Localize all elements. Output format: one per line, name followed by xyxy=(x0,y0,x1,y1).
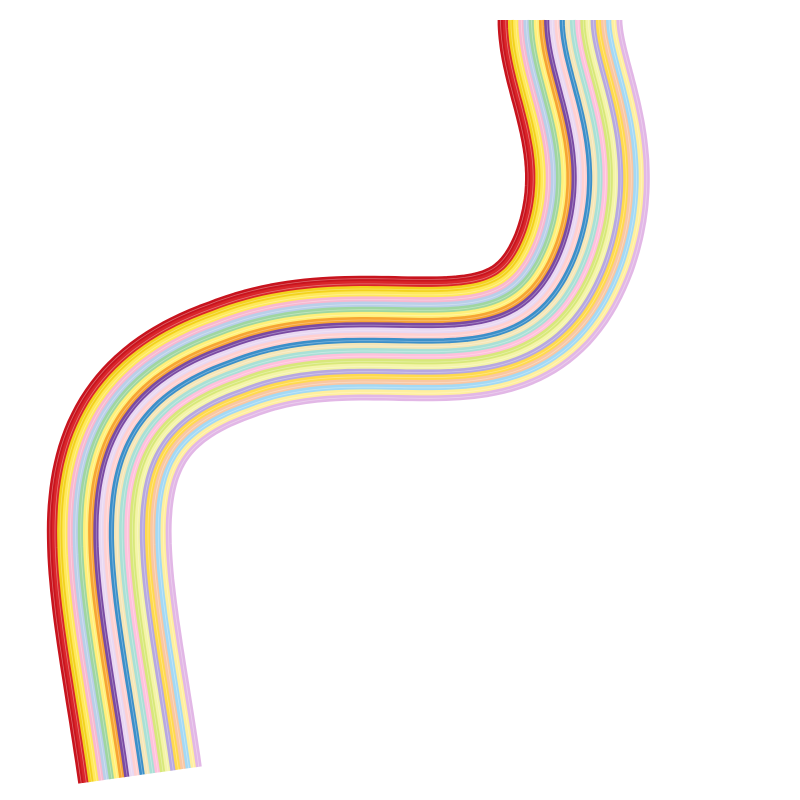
paper-strip xyxy=(119,19,604,774)
paper-strip-edge xyxy=(95,20,575,777)
paper-strip xyxy=(108,19,593,776)
paper-strip-edge xyxy=(126,20,606,773)
paper-strip xyxy=(62,20,547,782)
paper-strip-edge xyxy=(116,20,596,774)
strip-group xyxy=(46,18,650,784)
paper-strip-edge xyxy=(147,20,627,770)
paper-strip xyxy=(165,18,650,768)
paper-strip xyxy=(88,19,573,778)
paper-strip-edge xyxy=(85,20,565,779)
paper-strip-edge xyxy=(152,20,632,769)
paper-strip xyxy=(160,18,645,768)
paper-strip-edge xyxy=(59,19,539,782)
paper-strip xyxy=(83,20,568,779)
paper-strip xyxy=(134,19,619,772)
paper-strip xyxy=(114,19,599,775)
paper-strip xyxy=(77,20,562,780)
paper-strip-edge xyxy=(64,20,544,782)
paper-strip-edge xyxy=(142,20,622,771)
paper-strip-edge xyxy=(54,20,534,783)
paper-strip xyxy=(57,19,542,783)
paper-strip-edge xyxy=(106,19,586,776)
paper-strip-edge xyxy=(111,20,591,775)
paper-strip-edge xyxy=(137,20,617,772)
paper-strip-edge xyxy=(157,20,637,769)
paper-strip-edge xyxy=(121,19,601,774)
paper-strip xyxy=(129,19,614,773)
paper-strip-edge xyxy=(101,20,581,777)
paper-strip xyxy=(52,20,537,783)
paper-strip-edge xyxy=(163,20,643,768)
paper-strip xyxy=(72,19,557,781)
paper-strip-edge xyxy=(80,20,560,779)
paper-strip xyxy=(139,19,624,771)
paper-strip xyxy=(145,19,630,771)
paper-strip xyxy=(98,20,583,777)
paper-strip xyxy=(67,20,552,781)
paper-strip-edge xyxy=(90,19,570,778)
paper-strip xyxy=(103,19,588,776)
paper-strip xyxy=(150,18,635,770)
paper-strip-edge xyxy=(132,20,612,772)
paper-strip xyxy=(155,18,640,769)
paper-strip-edge xyxy=(49,20,529,784)
paper-strip xyxy=(93,20,578,778)
paper-strip xyxy=(46,20,531,784)
paper-strip-edge xyxy=(70,20,550,781)
paper-strip xyxy=(124,19,609,773)
paper-strip-edge xyxy=(75,19,555,780)
paper-strip-edge xyxy=(168,20,648,767)
